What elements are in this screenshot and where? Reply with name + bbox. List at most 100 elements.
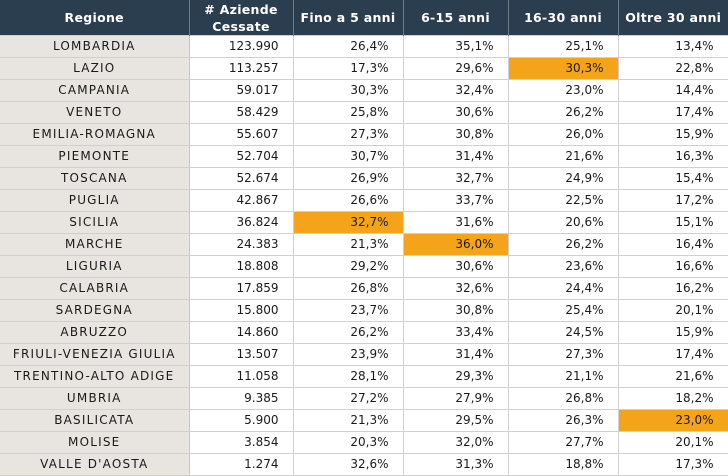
cell-fino-5-anni: 17,3% [293, 57, 404, 80]
table-row: LAZIO 113.257 17,3% 29,6% 30,3% 22,8% [0, 57, 728, 80]
cell-aziende-cessate: 13.507 [189, 343, 294, 366]
cell-regione: VENETO [0, 101, 190, 124]
table-row: VALLE D'AOSTA 1.274 32,6% 31,3% 18,8% 17,3% [0, 453, 728, 476]
cell-fino-5-anni: 26,8% [293, 277, 404, 300]
table-row: VENETO 58.429 25,8% 30,6% 26,2% 17,4% [0, 101, 728, 124]
cell-16-30-anni: 24,9% [508, 167, 619, 190]
cell-regione: SICILIA [0, 211, 190, 234]
cell-fino-5-anni: 26,2% [293, 321, 404, 344]
cell-fino-5-anni: 25,8% [293, 101, 404, 124]
table-row: FRIULI-VENEZIA GIULIA 13.507 23,9% 31,4% 27,… [0, 343, 728, 366]
cell-aziende-cessate: 59.017 [189, 79, 294, 102]
cell-oltre-30-anni: 17,4% [618, 343, 728, 366]
cell-regione: EMILIA-ROMAGNA [0, 123, 190, 146]
cell-oltre-30-anni: 16,4% [618, 233, 728, 256]
cell-6-15-anni: 35,1% [403, 35, 509, 58]
cell-6-15-anni: 29,3% [403, 365, 509, 388]
header-aziende-line2: Cessate [212, 18, 270, 34]
cell-oltre-30-anni: 15,4% [618, 167, 728, 190]
table-row: PUGLIA 42.867 26,6% 33,7% 22,5% 17,2% [0, 189, 728, 212]
cell-aziende-cessate: 123.990 [189, 35, 294, 58]
cell-oltre-30-anni: 17,3% [618, 453, 728, 476]
cell-16-30-anni: 18,8% [508, 453, 619, 476]
cell-aziende-cessate: 5.900 [189, 409, 294, 432]
cell-16-30-anni: 21,1% [508, 365, 619, 388]
table-row: CALABRIA 17.859 26,8% 32,6% 24,4% 16,2% [0, 277, 728, 300]
table-row: SARDEGNA 15.800 23,7% 30,8% 25,4% 20,1% [0, 299, 728, 322]
cell-6-15-anni: 30,6% [403, 101, 509, 124]
cell-6-15-anni: 32,6% [403, 277, 509, 300]
cell-aziende-cessate: 52.704 [189, 145, 294, 168]
table-row: SICILIA 36.824 32,7% 31,6% 20,6% 15,1% [0, 211, 728, 234]
cell-aziende-cessate: 36.824 [189, 211, 294, 234]
cell-regione: SARDEGNA [0, 299, 190, 322]
cell-16-30-anni: 25,1% [508, 35, 619, 58]
cell-16-30-anni: 26,0% [508, 123, 619, 146]
cell-oltre-30-anni: 18,2% [618, 387, 728, 410]
cell-regione: CALABRIA [0, 277, 190, 300]
cell-oltre-30-anni: 15,1% [618, 211, 728, 234]
cell-aziende-cessate: 9.385 [189, 387, 294, 410]
cell-oltre-30-anni: 14,4% [618, 79, 728, 102]
cell-aziende-cessate: 17.859 [189, 277, 294, 300]
cell-16-30-anni: 24,5% [508, 321, 619, 344]
cell-oltre-30-anni: 13,4% [618, 35, 728, 58]
cell-6-15-anni: 31,3% [403, 453, 509, 476]
cell-oltre-30-anni: 15,9% [618, 123, 728, 146]
table-row: CAMPANIA 59.017 30,3% 32,4% 23,0% 14,4% [0, 79, 728, 102]
cell-regione: UMBRIA [0, 387, 190, 410]
cell-aziende-cessate: 58.429 [189, 101, 294, 124]
cell-regione: PIEMONTE [0, 145, 190, 168]
cell-regione: LAZIO [0, 57, 190, 80]
header-aziende-cessate: # Aziende Cessate [189, 0, 294, 36]
cell-oltre-30-anni: 17,2% [618, 189, 728, 212]
cell-6-15-anni: 31,4% [403, 343, 509, 366]
table-body: LOMBARDIA 123.990 26,4% 35,1% 25,1% 13,4% LAZI… [0, 35, 728, 476]
cell-fino-5-anni: 30,7% [293, 145, 404, 168]
cell-6-15-anni: 30,6% [403, 255, 509, 278]
cell-regione: PUGLIA [0, 189, 190, 212]
cell-fino-5-anni: 27,3% [293, 123, 404, 146]
cell-fino-5-anni: 23,7% [293, 299, 404, 322]
cell-6-15-anni: 33,4% [403, 321, 509, 344]
cell-oltre-30-anni: 15,9% [618, 321, 728, 344]
cell-regione: TOSCANA [0, 167, 190, 190]
cell-6-15-anni: 30,8% [403, 299, 509, 322]
cell-regione: ABRUZZO [0, 321, 190, 344]
cell-aziende-cessate: 52.674 [189, 167, 294, 190]
cell-fino-5-anni: 20,3% [293, 431, 404, 454]
cell-regione: LOMBARDIA [0, 35, 190, 58]
header-fino-5-anni: Fino a 5 anni [293, 0, 404, 36]
cell-6-15-anni: 32,7% [403, 167, 509, 190]
header-aziende-line1: # Aziende [204, 1, 278, 17]
cell-16-30-anni: 26,2% [508, 233, 619, 256]
cell-16-30-anni: 22,5% [508, 189, 619, 212]
cell-aziende-cessate: 42.867 [189, 189, 294, 212]
cell-oltre-30-anni: 20,1% [618, 431, 728, 454]
cell-6-15-anni: 27,9% [403, 387, 509, 410]
cell-fino-5-anni: 26,6% [293, 189, 404, 212]
cell-6-15-anni: 30,8% [403, 123, 509, 146]
cell-regione: MOLISE [0, 431, 190, 454]
cell-fino-5-anni: 26,4% [293, 35, 404, 58]
table-row: UMBRIA 9.385 27,2% 27,9% 26,8% 18,2% [0, 387, 728, 410]
cell-6-15-anni: 31,4% [403, 145, 509, 168]
cell-oltre-30-anni: 23,0% [618, 409, 728, 432]
cell-oltre-30-anni: 16,3% [618, 145, 728, 168]
cell-oltre-30-anni: 22,8% [618, 57, 728, 80]
header-16-30-anni: 16-30 anni [508, 0, 619, 36]
cell-6-15-anni: 29,6% [403, 57, 509, 80]
cell-regione: MARCHE [0, 233, 190, 256]
cell-6-15-anni: 32,0% [403, 431, 509, 454]
cell-fino-5-anni: 32,6% [293, 453, 404, 476]
cell-fino-5-anni: 27,2% [293, 387, 404, 410]
cell-16-30-anni: 26,8% [508, 387, 619, 410]
cell-oltre-30-anni: 20,1% [618, 299, 728, 322]
cell-16-30-anni: 26,3% [508, 409, 619, 432]
cell-oltre-30-anni: 17,4% [618, 101, 728, 124]
cell-16-30-anni: 25,4% [508, 299, 619, 322]
table-row: LOMBARDIA 123.990 26,4% 35,1% 25,1% 13,4% [0, 35, 728, 58]
cell-aziende-cessate: 18.808 [189, 255, 294, 278]
cell-fino-5-anni: 23,9% [293, 343, 404, 366]
cell-oltre-30-anni: 16,6% [618, 255, 728, 278]
